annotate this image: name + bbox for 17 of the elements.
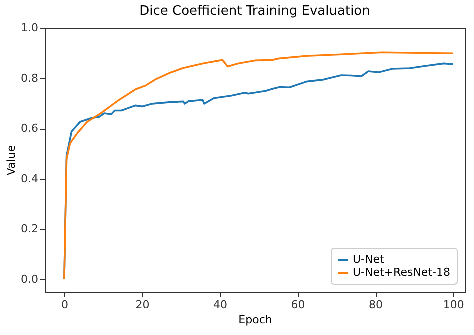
x-tick-label: 20 bbox=[136, 298, 150, 312]
y-axis-title: Value bbox=[5, 145, 18, 176]
legend-label: U-Net+ResNet-18 bbox=[353, 266, 450, 279]
chart-title: Dice Coefficient Training Evaluation bbox=[140, 4, 370, 19]
y-tick-label: 0.4 bbox=[21, 172, 38, 186]
x-tick-label: 60 bbox=[291, 298, 306, 312]
x-tick-label: 100 bbox=[443, 298, 464, 312]
y-tick-label: 0.0 bbox=[21, 272, 38, 286]
legend-label: U-Net bbox=[353, 253, 386, 266]
x-tick-label: 0 bbox=[61, 298, 68, 312]
y-tick-label: 0.6 bbox=[21, 122, 38, 136]
x-axis-title: Epoch bbox=[238, 314, 272, 326]
x-tick-label: 40 bbox=[214, 298, 228, 312]
y-tick-label: 0.2 bbox=[21, 222, 38, 236]
y-tick-label: 1.0 bbox=[21, 22, 38, 34]
x-tick-label: 80 bbox=[369, 298, 384, 312]
y-tick-label: 0.8 bbox=[21, 72, 38, 85]
